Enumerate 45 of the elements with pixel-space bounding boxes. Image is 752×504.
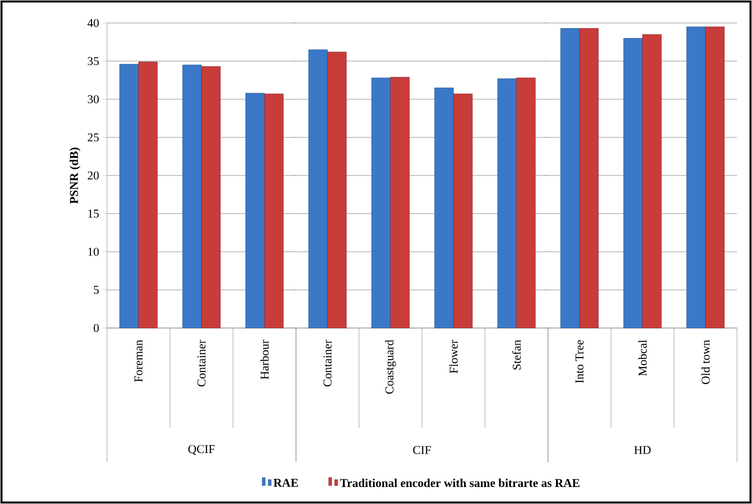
x-tick-label: Harbour bbox=[260, 340, 269, 380]
x-tick-label: Container bbox=[197, 340, 206, 386]
legend-label: RAE bbox=[274, 478, 298, 487]
bar bbox=[579, 28, 599, 328]
bar bbox=[390, 76, 410, 328]
bar bbox=[119, 64, 139, 328]
bar bbox=[371, 78, 391, 328]
bar bbox=[686, 26, 706, 328]
y-tick-label: 5 bbox=[94, 286, 99, 294]
bar bbox=[453, 94, 473, 328]
bar bbox=[138, 62, 158, 328]
bar bbox=[434, 88, 454, 328]
y-tick-label: 0 bbox=[94, 324, 99, 332]
y-tick-label: 25 bbox=[88, 133, 99, 142]
y-tick-label: 30 bbox=[88, 95, 99, 104]
bar bbox=[516, 78, 536, 328]
bar bbox=[245, 92, 265, 328]
bar bbox=[623, 38, 643, 328]
y-axis-title: PSNR (dB) bbox=[70, 148, 80, 204]
y-tick-label: 40 bbox=[88, 18, 99, 28]
bar bbox=[705, 26, 725, 328]
x-tick-label: Stefan bbox=[512, 340, 521, 370]
bar bbox=[560, 28, 580, 328]
bar bbox=[182, 64, 202, 328]
bar bbox=[497, 78, 517, 328]
x-tick-label: Coastguard bbox=[385, 340, 396, 394]
bar bbox=[264, 94, 284, 328]
x-tick-label: Into Tree bbox=[576, 340, 584, 384]
x-tick-label: Foreman bbox=[134, 340, 142, 382]
x-axis-title: HD bbox=[634, 446, 651, 454]
x-axis-title: QCIF bbox=[188, 445, 215, 455]
y-tick-label: 20 bbox=[88, 171, 99, 180]
x-tick-label: Flower bbox=[449, 340, 458, 374]
y-tick-label: 10 bbox=[88, 248, 99, 256]
x-tick-label: Mobcal bbox=[638, 340, 647, 376]
y-tick-label: 15 bbox=[88, 210, 99, 218]
bar bbox=[201, 66, 221, 328]
y-tick-label: 35 bbox=[88, 57, 99, 66]
bar bbox=[327, 52, 347, 328]
x-tick-label: Old town bbox=[701, 340, 710, 384]
bar bbox=[642, 34, 662, 328]
bar bbox=[308, 49, 328, 328]
x-axis-title: CIF bbox=[413, 446, 431, 454]
legend-label: Traditional encoder with same bitrarte as RAE bbox=[340, 478, 580, 488]
x-tick-label: Container bbox=[323, 340, 332, 386]
